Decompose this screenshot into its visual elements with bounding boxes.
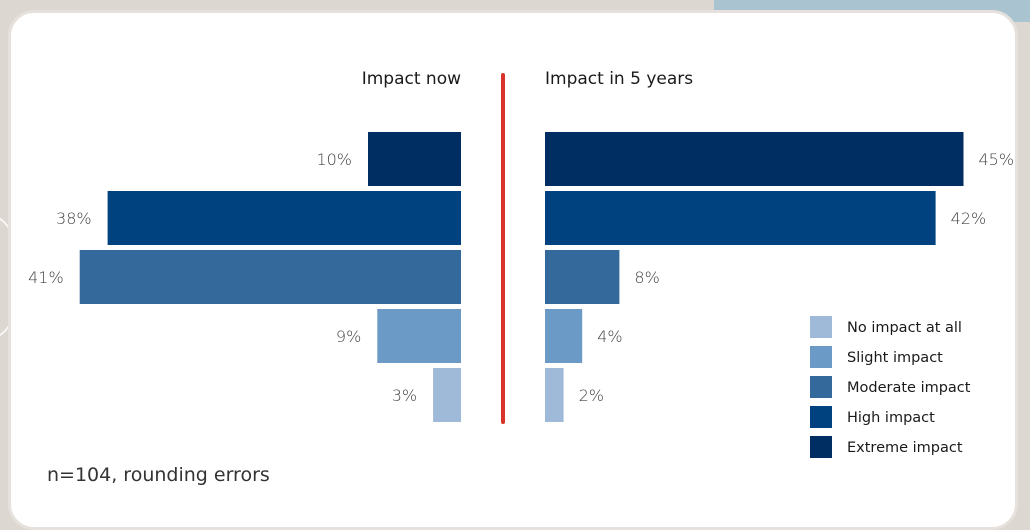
value-label-5y-moderate-impact: 8% [634, 268, 659, 287]
bars-impact-now: 10% 38% 41% 9% 3% [28, 132, 461, 422]
value-label-now-moderate-impact: 41% [28, 268, 64, 287]
legend-swatch-moderate-impact [810, 376, 832, 398]
legend-label-slight-impact: Slight impact [847, 350, 943, 366]
bar-5y-no-impact-at-all [545, 368, 564, 422]
bar-now-moderate-impact [79, 250, 461, 304]
value-label-5y-extreme-impact: 45% [979, 150, 1015, 169]
value-label-now-no-impact-at-all: 3% [392, 386, 417, 405]
value-label-5y-high-impact: 42% [951, 209, 987, 228]
legend-label-extreme-impact: Extreme impact [847, 440, 963, 456]
sample-note: n=104, rounding errors [47, 464, 270, 486]
value-label-now-slight-impact: 9% [336, 327, 361, 346]
value-label-now-extreme-impact: 10% [316, 150, 352, 169]
legend-label-no-impact-at-all: No impact at all [847, 320, 962, 336]
bar-5y-high-impact [545, 191, 936, 245]
bar-now-high-impact [107, 191, 461, 245]
value-label-5y-no-impact-at-all: 2% [579, 386, 604, 405]
legend-swatch-no-impact-at-all [810, 316, 832, 338]
legend-swatch-extreme-impact [810, 436, 832, 458]
impact-chart: Impact now Impact in 5 years 10% 38% 41% 9%… [28, 69, 1014, 486]
legend-swatch-slight-impact [810, 346, 832, 368]
legend-label-high-impact: High impact [847, 410, 935, 426]
value-label-5y-slight-impact: 4% [597, 327, 622, 346]
legend-label-moderate-impact: Moderate impact [847, 380, 971, 396]
bar-now-slight-impact [377, 309, 461, 363]
panel-title-left: Impact now [362, 69, 461, 89]
bar-now-no-impact-at-all [433, 368, 461, 422]
bar-now-extreme-impact [368, 132, 461, 186]
bars-impact-in-5-years: 45% 42% 8% 4% 2% [545, 132, 1014, 422]
bar-5y-moderate-impact [545, 250, 620, 304]
panel-title-right: Impact in 5 years [545, 69, 693, 89]
bar-5y-slight-impact [545, 309, 583, 363]
legend-swatch-high-impact [810, 406, 832, 428]
legend: No impact at all Slight impact Moderate im… [810, 316, 971, 458]
value-label-now-high-impact: 38% [56, 209, 92, 228]
bar-5y-extreme-impact [545, 132, 964, 186]
